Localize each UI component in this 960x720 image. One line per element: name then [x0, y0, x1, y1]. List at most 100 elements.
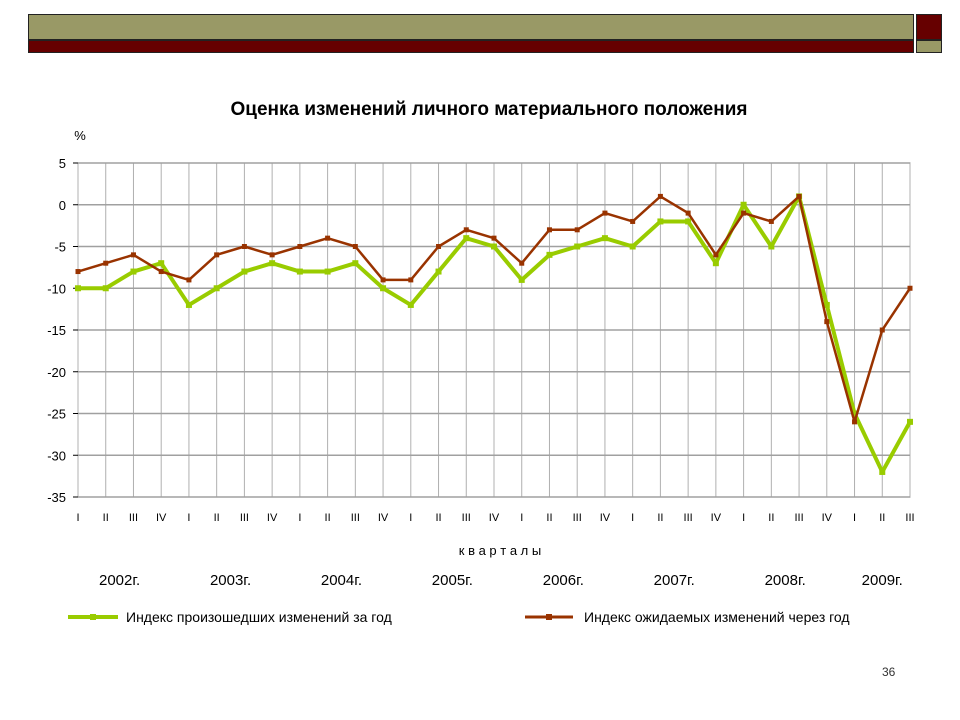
x-tick-label: II: [546, 512, 552, 524]
data-point-series-1: [851, 410, 858, 417]
legend-label: Индекс ожидаемых изменений через год: [584, 609, 850, 625]
data-point-series-1: [518, 276, 525, 283]
x-tick-label: III: [794, 512, 803, 524]
y-tick-label: -20: [47, 365, 66, 380]
x-tick-label: III: [351, 512, 360, 524]
data-point-series-2: [602, 210, 608, 216]
x-axis-label: к в а р т а л ы: [459, 543, 541, 558]
x-tick-label: IV: [156, 512, 167, 524]
data-point-series-2: [352, 244, 358, 249]
x-tick-label: III: [240, 512, 249, 524]
data-point-series-1: [685, 218, 692, 225]
year-label: 2003г.: [210, 572, 251, 589]
x-tick-label: I: [742, 512, 745, 524]
data-point-series-1: [185, 301, 192, 308]
y-tick-label: -10: [47, 281, 66, 296]
data-point-series-1: [657, 218, 664, 225]
year-label: 2004г.: [321, 572, 362, 589]
data-point-series-1: [574, 243, 581, 250]
year-label: 2007г.: [654, 572, 695, 589]
y-tick-label: 5: [59, 156, 66, 171]
year-label: 2002г.: [99, 572, 140, 589]
data-point-series-1: [491, 243, 497, 250]
data-point-series-1: [241, 268, 248, 275]
data-point-series-2: [380, 277, 386, 283]
data-point-series-2: [685, 210, 691, 216]
data-point-series-1: [907, 418, 913, 425]
x-tick-label: III: [905, 512, 914, 524]
x-tick-label: III: [684, 512, 693, 524]
data-point-series-2: [241, 244, 247, 249]
y-tick-label: -35: [47, 490, 66, 505]
data-point-series-2: [879, 327, 885, 333]
data-point-series-1: [435, 268, 442, 275]
data-point-series-1: [380, 285, 387, 292]
header-bar-red: [28, 40, 914, 53]
data-point-series-1: [130, 268, 137, 275]
data-point-series-2: [75, 269, 81, 275]
x-tick-label: II: [435, 512, 441, 524]
x-tick-label: IV: [378, 512, 389, 524]
legend-swatch-marker: [90, 614, 96, 620]
page-number: 36: [882, 665, 896, 679]
year-labels: 2002г. 2003г. 2004г. 2005г. 2006г. 2007г. 2008…: [99, 572, 903, 589]
y-tick-label: -25: [47, 407, 66, 422]
data-point-series-2: [297, 244, 303, 249]
data-point-series-1: [269, 260, 276, 267]
data-point-series-1: [768, 243, 775, 250]
y-tick-label: -15: [47, 323, 66, 338]
data-point-series-2: [130, 252, 136, 258]
data-point-series-1: [158, 260, 165, 267]
data-point-series-2: [269, 252, 275, 258]
x-tick-label: I: [853, 512, 856, 524]
legend-label: Индекс произошедших изменений за год: [126, 609, 392, 625]
x-tick-label: II: [103, 512, 109, 524]
x-tick-label: II: [214, 512, 220, 524]
data-point-series-2: [186, 277, 192, 283]
x-tick-label: II: [657, 512, 663, 524]
year-label: 2005г.: [432, 572, 473, 589]
data-point-series-2: [158, 269, 164, 275]
x-tick-label: IV: [600, 512, 611, 524]
x-tick-label: I: [298, 512, 301, 524]
x-tick-label: I: [631, 512, 634, 524]
x-tick-label: IV: [489, 512, 500, 524]
x-tick-label: IV: [711, 512, 722, 524]
data-point-series-2: [630, 218, 636, 224]
x-tick-label: III: [573, 512, 582, 524]
x-tick-label: II: [325, 512, 331, 524]
x-tick-label: IV: [267, 512, 278, 524]
data-point-series-2: [491, 235, 497, 241]
x-axis-ticks: I II III IV I II III IV I II III IV I II III IV I II III IV…: [76, 512, 914, 524]
data-point-series-1: [324, 268, 331, 275]
data-point-series-1: [601, 235, 608, 242]
y-tick-label: 0: [59, 198, 66, 213]
grid: [77, 162, 911, 498]
legend-swatch-marker: [546, 614, 552, 620]
legend: Индекс произошедших изменений за год Инде…: [68, 609, 850, 625]
data-point-series-1: [407, 301, 414, 308]
data-point-series-2: [408, 277, 414, 283]
data-point-series-2: [713, 252, 719, 258]
data-point-series-2: [436, 244, 442, 249]
data-point-series-2: [768, 218, 774, 224]
x-tick-label: I: [187, 512, 190, 524]
year-label: 2009г.: [862, 572, 903, 589]
series-group: [75, 193, 913, 475]
data-point-series-1: [213, 285, 220, 292]
data-point-series-1: [823, 301, 830, 308]
data-point-series-1: [740, 201, 747, 208]
year-label: 2006г.: [543, 572, 584, 589]
corner-square-olive: [916, 40, 942, 53]
data-point-series-2: [103, 260, 109, 266]
data-point-series-1: [75, 285, 81, 292]
data-point-series-2: [463, 227, 469, 233]
x-tick-label: II: [879, 512, 885, 524]
data-point-series-2: [796, 193, 802, 199]
x-tick-label: I: [76, 512, 79, 524]
x-tick-label: III: [129, 512, 138, 524]
x-tick-label: III: [462, 512, 471, 524]
data-point-series-1: [102, 285, 109, 292]
data-point-series-2: [741, 210, 747, 216]
